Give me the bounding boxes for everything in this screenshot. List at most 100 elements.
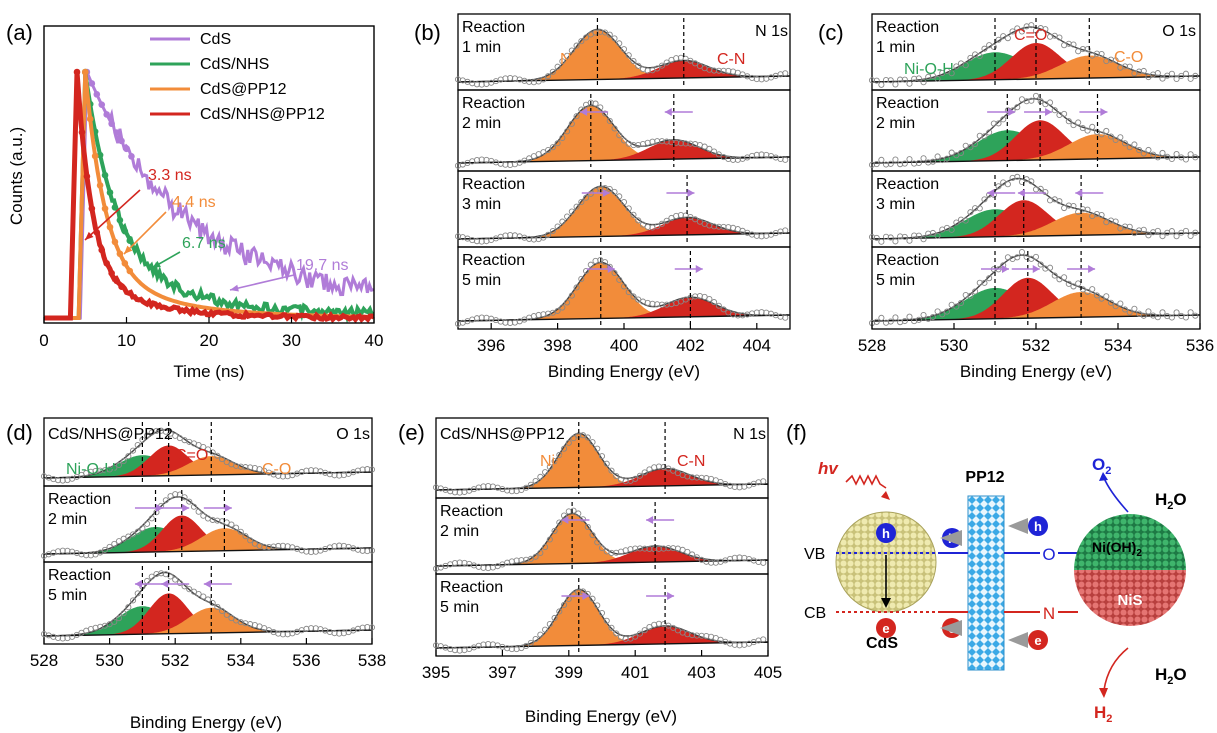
data-point bbox=[55, 477, 62, 484]
reaction-label: Reaction bbox=[876, 252, 939, 269]
data-point bbox=[635, 217, 642, 224]
data-point bbox=[608, 624, 615, 631]
data-point bbox=[568, 208, 575, 215]
data-point bbox=[953, 219, 960, 226]
x-tick-label: 528 bbox=[858, 336, 886, 355]
data-point bbox=[1187, 232, 1194, 240]
data-point bbox=[546, 621, 553, 628]
data-point bbox=[578, 275, 585, 283]
data-point bbox=[214, 517, 221, 524]
reaction-time-label: 1 min bbox=[876, 39, 915, 56]
panel-a-xlabel: Time (ns) bbox=[173, 362, 244, 381]
annotation-arrow-head bbox=[230, 284, 239, 292]
data-point bbox=[55, 634, 62, 642]
data-point bbox=[209, 599, 216, 607]
data-point bbox=[542, 544, 549, 551]
data-point bbox=[957, 299, 965, 306]
data-point bbox=[1173, 151, 1180, 158]
data-point bbox=[670, 624, 677, 631]
h2-arrow-head bbox=[1099, 688, 1108, 698]
panel-b-corner: N 1s bbox=[755, 23, 788, 40]
data-point bbox=[630, 293, 637, 300]
data-point bbox=[1150, 151, 1157, 158]
electron-cds bbox=[876, 618, 896, 638]
data-point bbox=[693, 632, 700, 639]
data-point bbox=[336, 542, 343, 549]
data-point bbox=[111, 618, 118, 625]
data-point bbox=[200, 443, 207, 451]
data-point bbox=[176, 491, 183, 498]
data-point bbox=[972, 288, 979, 295]
data-point bbox=[915, 159, 922, 167]
data-point bbox=[554, 63, 561, 70]
data-point bbox=[883, 76, 890, 84]
decay-point bbox=[106, 189, 114, 196]
data-point bbox=[1084, 127, 1091, 134]
data-point bbox=[948, 149, 955, 156]
x-tick-label: 402 bbox=[676, 336, 704, 355]
baseline-line bbox=[43, 629, 373, 637]
data-point bbox=[658, 62, 665, 69]
data-point bbox=[606, 31, 613, 38]
data-point bbox=[1028, 178, 1035, 185]
data-point bbox=[706, 295, 713, 303]
data-point bbox=[620, 283, 628, 290]
data-point bbox=[1103, 293, 1110, 300]
panel-e-label: (e) bbox=[398, 420, 425, 445]
data-point bbox=[223, 459, 230, 466]
data-point bbox=[275, 472, 282, 479]
data-point bbox=[641, 469, 648, 476]
shift-arrow-head bbox=[580, 108, 588, 116]
annotation-label: 3.3 ns bbox=[148, 167, 192, 184]
x-tick-label: 538 bbox=[358, 651, 386, 670]
data-point bbox=[646, 545, 653, 552]
data-point bbox=[336, 630, 343, 637]
data-point bbox=[915, 316, 922, 323]
panel-d-xlabel: Binding Energy (eV) bbox=[130, 713, 282, 732]
shift-arrow-head bbox=[224, 504, 232, 512]
decay-point bbox=[128, 153, 135, 160]
data-point bbox=[242, 533, 249, 540]
data-point bbox=[1145, 308, 1152, 315]
data-point bbox=[1089, 123, 1096, 130]
data-point bbox=[228, 521, 235, 528]
peak-fill bbox=[142, 607, 281, 635]
data-point bbox=[1168, 155, 1175, 163]
data-point bbox=[364, 466, 371, 473]
data-point bbox=[570, 507, 577, 514]
data-point bbox=[144, 520, 151, 527]
vb-label: VB bbox=[804, 546, 825, 563]
data-point bbox=[237, 528, 244, 535]
data-point bbox=[134, 528, 141, 535]
data-point bbox=[573, 203, 580, 210]
data-point bbox=[897, 76, 904, 83]
data-point bbox=[167, 430, 174, 437]
legend-label: CdS/NHS bbox=[200, 56, 269, 73]
data-point bbox=[873, 234, 880, 241]
data-point bbox=[953, 152, 960, 159]
data-point bbox=[148, 515, 155, 522]
data-point bbox=[689, 551, 696, 558]
h2-label: H2 bbox=[1094, 703, 1112, 725]
data-point bbox=[368, 624, 376, 631]
x-tick-label: 10 bbox=[117, 331, 136, 350]
data-point bbox=[1084, 288, 1091, 295]
data-point bbox=[551, 614, 558, 622]
reaction-label: Reaction bbox=[48, 567, 111, 584]
data-point bbox=[611, 35, 618, 42]
baseline-line bbox=[871, 314, 1201, 322]
shift-arrow-head bbox=[1075, 189, 1083, 197]
data-point bbox=[1047, 264, 1054, 271]
annotation-label: 6.7 ns bbox=[182, 235, 226, 252]
decay-point bbox=[111, 238, 119, 246]
light-arrow-icon bbox=[881, 491, 890, 500]
data-point bbox=[279, 631, 287, 638]
decay-point bbox=[103, 259, 110, 267]
shift-arrow-head bbox=[1045, 108, 1053, 116]
panel-a-x-axis: 0 10 20 30 40 bbox=[39, 317, 383, 350]
panel-d-title: CdS/NHS@PP12 bbox=[48, 426, 173, 443]
decay-point bbox=[123, 145, 130, 153]
decay-point bbox=[98, 101, 106, 108]
reaction-time-label: 2 min bbox=[876, 115, 915, 132]
data-point bbox=[887, 234, 894, 241]
